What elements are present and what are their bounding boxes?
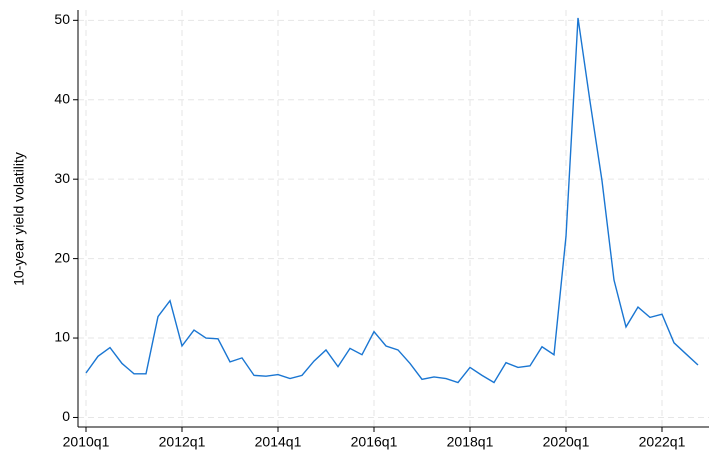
y-axis-label: 10-year yield volatility — [11, 152, 27, 286]
y-tick-label: 40 — [54, 90, 70, 106]
x-tick-label: 2010q1 — [63, 434, 110, 450]
y-tick-label: 0 — [62, 408, 70, 424]
x-tick-label: 2020q1 — [543, 434, 590, 450]
y-tick-label: 50 — [54, 11, 70, 27]
x-tick-label: 2014q1 — [255, 434, 302, 450]
x-tick-label: 2012q1 — [159, 434, 206, 450]
line — [85, 17, 699, 384]
x-tick-label: 2016q1 — [351, 434, 398, 450]
y-tick-label: 20 — [54, 249, 70, 265]
x-tick-label: 2018q1 — [447, 434, 494, 450]
x-tick-label: 2022q1 — [639, 434, 686, 450]
y-tick-label: 10 — [54, 329, 70, 345]
y-tick-label: 30 — [54, 170, 70, 186]
